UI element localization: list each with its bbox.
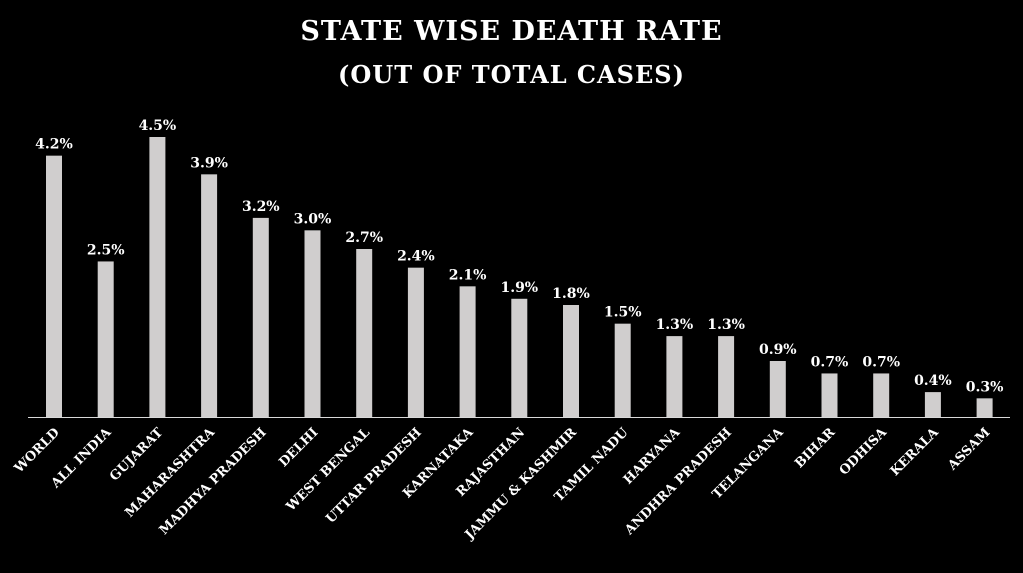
data-label: 2.4% bbox=[397, 249, 435, 265]
x-tick-label: ASSAM bbox=[945, 425, 994, 474]
x-tick-label: ODHISA bbox=[837, 425, 891, 479]
data-label: 0.7% bbox=[811, 354, 849, 370]
chart-subtitle: (OUT OF TOTAL CASES) bbox=[338, 60, 685, 89]
x-tick-label: UTTAR PRADESH bbox=[323, 425, 424, 526]
data-label: 1.9% bbox=[500, 280, 538, 296]
bar bbox=[201, 174, 218, 417]
data-label: 1.5% bbox=[604, 305, 642, 321]
data-label: 4.2% bbox=[35, 137, 73, 153]
data-label: 0.9% bbox=[759, 342, 797, 358]
data-label: 3.9% bbox=[190, 155, 228, 171]
x-tick-label: KERALA bbox=[888, 425, 943, 480]
data-label: 3.2% bbox=[242, 199, 280, 215]
bar bbox=[149, 137, 166, 417]
bar bbox=[252, 217, 269, 417]
x-tick-label: MAHARASHTRA bbox=[122, 425, 218, 521]
bar bbox=[666, 336, 683, 417]
data-label: 0.7% bbox=[862, 354, 900, 370]
data-label: 3.0% bbox=[294, 211, 332, 227]
bar bbox=[821, 373, 838, 417]
data-label: 2.1% bbox=[449, 267, 487, 283]
x-tick-label: DELHI bbox=[276, 425, 321, 470]
bar bbox=[614, 323, 631, 417]
bar bbox=[976, 398, 993, 417]
chart-title: STATE WISE DEATH RATE bbox=[300, 16, 723, 47]
bar bbox=[924, 392, 941, 417]
data-label: 4.5% bbox=[139, 118, 177, 134]
bar bbox=[407, 267, 424, 417]
x-tick-label: BIHAR bbox=[792, 425, 838, 471]
bar bbox=[46, 155, 62, 417]
data-label: 2.5% bbox=[87, 242, 125, 258]
bar bbox=[511, 298, 528, 417]
data-label: 0.4% bbox=[914, 373, 952, 389]
bar bbox=[769, 361, 786, 417]
bar bbox=[97, 261, 114, 417]
bar bbox=[718, 336, 735, 417]
x-tick-label: WORLD bbox=[11, 425, 63, 477]
bar bbox=[459, 286, 476, 417]
bar bbox=[356, 249, 373, 417]
data-label: 0.3% bbox=[966, 379, 1004, 395]
data-label: 1.8% bbox=[552, 286, 590, 302]
bar bbox=[304, 230, 321, 417]
data-label: 1.3% bbox=[656, 317, 694, 333]
bar bbox=[873, 373, 890, 417]
x-tick-label: MADHYA PRADESH bbox=[157, 425, 270, 538]
bar bbox=[563, 305, 579, 417]
data-label: 1.3% bbox=[707, 317, 745, 333]
data-label: 2.7% bbox=[345, 230, 383, 246]
